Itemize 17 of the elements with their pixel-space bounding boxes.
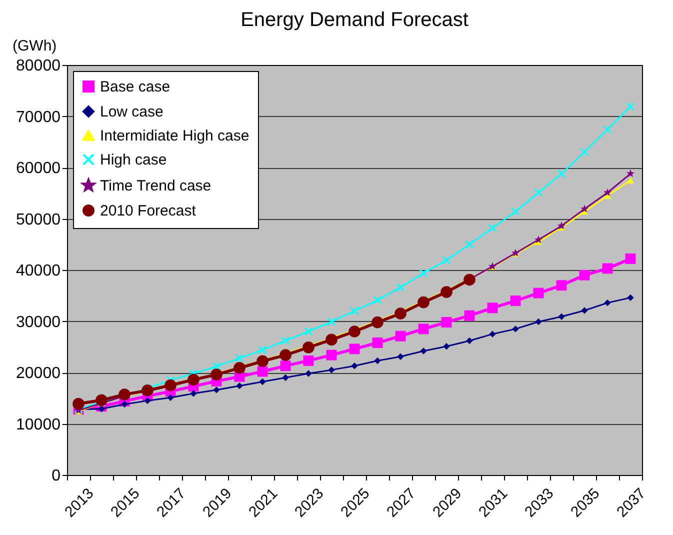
legend-label: 2010 Forecast	[100, 202, 197, 220]
y-tick-label: 20000	[16, 365, 61, 382]
y-tick-label: 40000	[16, 262, 61, 280]
legend-label: Low case	[100, 104, 164, 120]
legend-label: Base case	[100, 78, 170, 96]
y-axis-title: (GWh)	[12, 38, 57, 54]
legend-label: High case	[100, 152, 167, 168]
y-tick-label: 50000	[16, 211, 61, 228]
chart-title: Energy Demand Forecast	[240, 9, 469, 31]
y-tick-label: 80000	[16, 58, 61, 74]
legend-label: Time Trend case	[100, 178, 212, 194]
legend-label: Intermidiate High case	[100, 128, 250, 144]
y-tick-label: 30000	[16, 314, 61, 331]
y-tick-label: 10000	[16, 416, 61, 434]
y-tick-label: 60000	[16, 160, 61, 177]
y-tick-label: 70000	[16, 108, 61, 126]
y-tick-label: 0	[52, 468, 61, 484]
